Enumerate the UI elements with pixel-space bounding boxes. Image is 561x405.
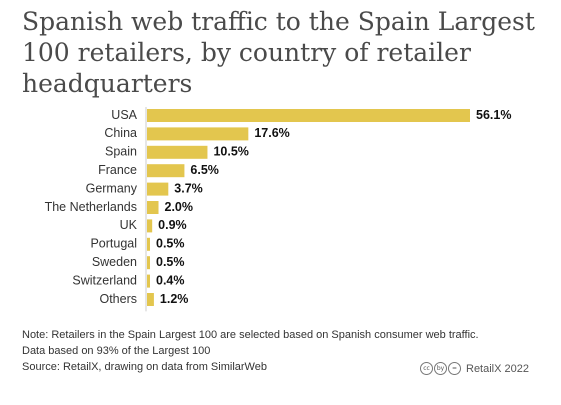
category-label: China (104, 126, 137, 140)
bar (147, 182, 169, 196)
value-label: 0.4% (156, 273, 185, 287)
bar (147, 237, 150, 251)
credit-text: RetailX 2022 (466, 362, 529, 375)
value-label: 0.5% (156, 237, 185, 251)
nd-icon: = (448, 362, 461, 375)
category-label: Sweden (92, 255, 137, 269)
category-label: Spain (105, 145, 137, 159)
license-icons: cc by = (420, 362, 461, 375)
bar-chart: USA 56.1% China 17.6% Spain 10.5% France 6.5% Ge… (45, 107, 511, 312)
source-line: Source: RetailX, drawing on data from Si… (22, 361, 267, 373)
value-label: 56.1% (476, 108, 511, 122)
bar (147, 164, 185, 178)
chart-title: Spanish web traffic to the Spain Largest… (22, 7, 535, 98)
category-label: UK (120, 218, 138, 232)
category-label: USA (111, 108, 137, 122)
bar (147, 219, 153, 233)
bar (147, 201, 159, 214)
note-line-2: Data based on 93% of the Largest 100 (22, 345, 211, 357)
cc-icon: cc (420, 362, 433, 375)
category-label: Switzerland (72, 273, 137, 287)
bar (147, 145, 208, 159)
value-label: 6.5% (190, 163, 219, 177)
category-label: The Netherlands (45, 200, 137, 214)
bar (147, 256, 150, 270)
credit: cc by = RetailX 2022 (420, 362, 529, 375)
value-label: 0.9% (158, 218, 187, 232)
bar (147, 274, 150, 288)
chart-footer: Note: Retailers in the Spain Largest 100… (22, 327, 542, 375)
value-label: 10.5% (213, 145, 248, 159)
bar (147, 109, 470, 122)
category-label: France (98, 163, 137, 177)
value-label: 2.0% (165, 200, 194, 214)
bar (147, 127, 249, 141)
value-label: 17.6% (254, 126, 289, 140)
value-label: 0.5% (156, 255, 185, 269)
note-line-1: Note: Retailers in the Spain Largest 100… (22, 329, 479, 341)
category-label: Others (99, 292, 137, 306)
value-label: 1.2% (160, 292, 189, 306)
bar (147, 293, 154, 306)
category-label: Germany (86, 181, 138, 195)
category-label: Portugal (90, 237, 137, 251)
value-label: 3.7% (174, 181, 203, 195)
by-icon: by (434, 362, 447, 375)
